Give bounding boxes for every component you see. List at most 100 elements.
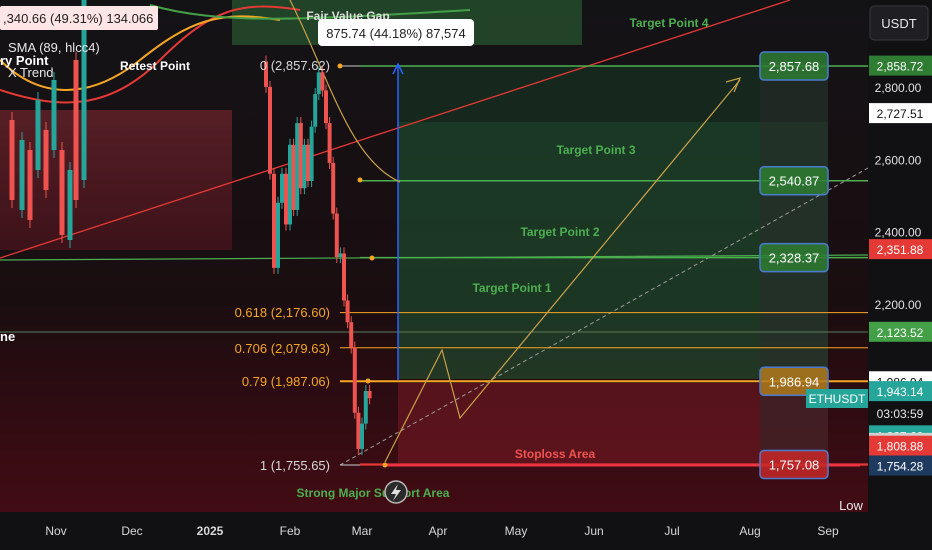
time-axis[interactable]: Nov Dec 2025 Feb Mar Apr May Jun Jul Aug Sep [0,512,932,550]
price-candle [345,300,350,323]
early-candle [51,80,57,150]
fib-label-618: 0.618 (2,176.60) [235,305,330,320]
x-tick-label: May [505,524,528,538]
x-ticks: Nov Dec 2025 Feb Mar Apr May Jun Jul Aug Sep [45,524,839,538]
x-tick-label: Apr [429,524,448,538]
price-candle [338,253,343,258]
annotation-labels: Target Point 4 Target Point 3 Target Poi… [120,9,709,500]
early-candle [67,170,73,240]
price-tag-text: 2,351.88 [877,243,924,257]
target-value-text: 2,540.87 [769,174,820,189]
price-candle [363,391,368,424]
early-candle [9,120,15,200]
price-candle [264,61,268,87]
x-tick-label: Sep [817,524,839,538]
y-tick-label: 2,200.00 [875,298,922,312]
price-candle [320,72,325,91]
target-value-box [759,165,829,196]
target-green-zone [398,122,828,379]
x-tick-label: Feb [280,524,301,538]
target-point-4-label: Target Point 4 [629,16,708,30]
sma-red-curve [0,5,301,104]
measure-tooltip-box [318,19,474,46]
price-tag-box [869,435,932,456]
early-candle [43,130,49,190]
price-candle [302,144,307,189]
price-axis[interactable]: USDT 2,800.00 2,600.00 2,400.00 2,200.00 2,… [839,0,932,550]
target-point-1-label: Target Point 1 [472,281,551,295]
top-left-tag-text: ,340.66 (49.31%) 134.066 [3,11,153,26]
price-candle [367,391,372,399]
early-supply-zone [0,110,232,250]
x-tick-label: Aug [739,524,760,538]
price-tag-box [869,455,932,476]
price-candle [342,253,346,301]
fib-anchor-dot [365,378,371,384]
target-value-text: 2,328.37 [769,251,820,266]
partial-trend-label: X Trend [8,65,54,80]
price-candle [316,72,321,95]
early-candle [27,150,33,220]
price-candle [309,126,314,182]
y-tick-label: 2,800.00 [875,81,922,95]
price-candle [272,173,276,268]
fib-anchor-dot [382,462,388,468]
zone-layer [0,0,828,468]
x-tick-label: Jun [584,524,603,538]
price-candle [284,173,288,225]
price-candle [324,90,328,124]
price-candle [291,144,296,210]
price-candle [349,322,354,348]
stoploss-zone [398,383,828,465]
early-candle [73,60,79,200]
early-candle [35,100,41,170]
price-tag-text: 1,943.14 [877,385,924,399]
measure-tooltip: 875.74 (44.18%) 87,574 [318,19,474,46]
early-candle [59,150,65,235]
price-tag-box [869,103,932,124]
stoploss-area-label: Stoploss Area [515,447,596,461]
time-axis-background [0,512,932,550]
price-tag-text: 2,858.72 [877,60,924,74]
price-tag-box [869,321,932,342]
price-candle [313,94,318,127]
price-tag-box [869,381,932,402]
lightning-icon[interactable] [384,480,408,504]
low-label: Low [839,498,863,513]
projection-arrow-head [725,77,742,93]
target-point-3-label: Target Point 3 [556,143,635,157]
dashed-projection-line [339,167,869,466]
target-value-box [759,51,829,81]
price-candle [356,412,361,449]
target-boxes: 2,857.68 2,540.87 2,328.37 1,986.94 1,757.08 [759,51,829,480]
fib-label-706: 0.706 (2,079.63) [235,341,330,356]
support-area-label: Strong Major Support Area [297,486,450,500]
price-tag-text: 1,808.88 [877,440,924,454]
sma-legend: SMA (89, hlcc4) [8,40,100,55]
y-ticks: 2,800.00 2,600.00 2,400.00 2,200.00 [875,81,922,312]
y-tick-label: 2,600.00 [875,153,922,167]
early-candle [81,0,87,180]
price-tag-text: 2,123.52 [877,326,924,340]
price-candle [306,144,310,182]
price-tag-text: 2,727.51 [877,107,924,121]
fib-label-0: 0 (2,857.62) [260,58,330,73]
price-tag-box [869,55,932,76]
target-value-text: 1,986.94 [769,374,820,389]
symbol-tag: ETHUSDT [806,389,869,408]
currency-button[interactable] [869,5,929,41]
red-trend-line [0,0,791,259]
sma-green-curve [149,4,471,20]
partial-line-label: ne [0,329,15,344]
price-tag-box [869,239,932,260]
price-candle [334,213,339,258]
x-tick-label: Dec [121,524,142,538]
fib-anchor-dot [369,255,375,261]
x-tick-label: Mar [352,524,373,538]
currency-label: USDT [881,16,916,31]
fib-labels: 0 (2,857.62) 0.618 (2,176.60) 0.706 (2,0… [235,58,330,473]
y-tick-label: 2,400.00 [875,226,922,240]
early-candle [19,140,25,210]
price-candle [327,123,332,163]
